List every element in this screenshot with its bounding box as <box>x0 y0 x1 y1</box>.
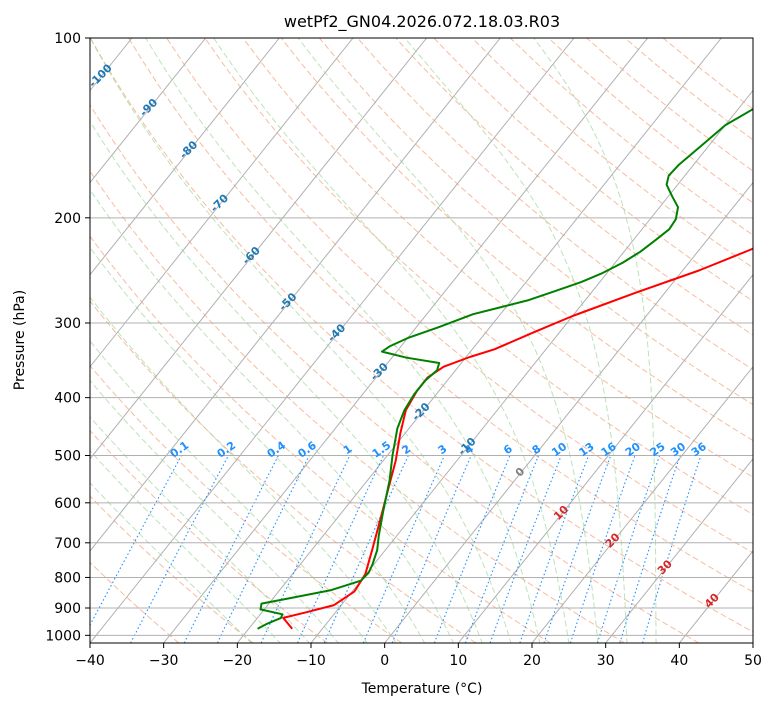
dry-adiabat <box>319 38 753 406</box>
y-tick-label: 400 <box>54 391 81 407</box>
x-tick-label: −30 <box>149 653 179 669</box>
sounding-profiles <box>257 107 753 630</box>
isotherm-line <box>90 38 575 643</box>
moist-adiabat <box>90 482 252 643</box>
mixing-ratio-line <box>296 455 384 643</box>
dewpoint-profile <box>257 107 753 630</box>
mixing-ratio-line <box>569 455 636 643</box>
moist-adiabat <box>533 38 657 643</box>
moist-adiabat <box>90 246 426 643</box>
x-tick-label: 40 <box>670 653 688 669</box>
moist-adiabat <box>90 189 454 643</box>
mixing-ratio-line <box>519 455 590 643</box>
isotherm-line <box>236 38 722 643</box>
moist-adiabat <box>90 379 339 643</box>
isotherm-line <box>605 458 753 643</box>
y-axis: 100 200 300 400 500 600 700 800 900 1000 <box>45 31 90 644</box>
y-tick-label: 300 <box>54 316 81 332</box>
x-tick-label: 0 <box>380 653 389 669</box>
moist-adiabat <box>90 120 483 643</box>
dry-adiabat <box>90 235 551 643</box>
y-tick-label: 1000 <box>45 628 81 644</box>
isotherm-line <box>90 38 207 184</box>
dry-adiabat <box>128 38 753 593</box>
x-tick-label: 50 <box>744 653 762 669</box>
y-tick-label: 900 <box>54 601 81 617</box>
isotherm-line <box>90 38 354 368</box>
x-tick-label: 20 <box>523 653 541 669</box>
x-tick-label: −40 <box>75 653 105 669</box>
y-tick-label: 100 <box>54 31 81 47</box>
mixing-ratio-line <box>362 455 446 643</box>
isotherm-line <box>90 38 280 276</box>
dry-adiabat <box>90 364 402 643</box>
moist-adiabat <box>145 38 541 643</box>
dry-adiabat <box>90 38 753 633</box>
dry-adiabat <box>90 495 254 643</box>
dry-adiabat <box>90 300 477 643</box>
isotherm-line <box>531 365 753 643</box>
isotherm-line <box>310 89 753 643</box>
dry-adiabat <box>90 561 180 643</box>
moist-adiabat <box>297 38 599 643</box>
y-tick-label: 500 <box>54 449 81 465</box>
x-tick-label: 30 <box>597 653 615 669</box>
x-axis-title: Temperature (°C) <box>361 681 483 697</box>
mixing-ratio-line <box>543 455 612 643</box>
mixing-ratio-line <box>619 455 681 643</box>
moist-adiabat <box>404 38 628 643</box>
y-tick-label: 700 <box>54 536 81 552</box>
isotherm-line <box>90 38 501 552</box>
dry-adiabat <box>395 38 753 336</box>
mixing-ratio-line <box>464 455 540 643</box>
moist-adiabat <box>90 416 310 643</box>
mixing-ratio-line <box>323 455 409 643</box>
chart-title: wetPf2_GN04.2026.072.18.03.R03 <box>284 12 560 32</box>
y-axis-title: Pressure (hPa) <box>12 290 28 390</box>
dry-adiabat <box>433 38 753 302</box>
dry-adiabat <box>204 38 753 516</box>
x-tick-label: −10 <box>296 653 326 669</box>
y-tick-label: 800 <box>54 570 81 586</box>
isotherm-line <box>90 38 428 460</box>
moist-adiabat <box>90 296 397 643</box>
temperature-profile <box>282 247 753 630</box>
mixing-ratio-line <box>391 455 472 643</box>
x-tick-label: −20 <box>223 653 253 669</box>
dry-adiabat <box>280 38 753 442</box>
dry-adiabat <box>90 170 625 643</box>
mixing-ratio-line <box>90 455 182 627</box>
y-tick-label: 600 <box>54 496 81 512</box>
dry-adiabat <box>166 38 753 554</box>
moist-adiabat <box>90 38 512 643</box>
x-tick-label: 10 <box>449 653 467 669</box>
background-lines <box>90 38 753 643</box>
mixing-ratio-line <box>260 455 351 643</box>
mixing-ratio-line <box>642 455 702 643</box>
isotherm-line <box>457 273 753 643</box>
dry-adiabat <box>90 103 700 643</box>
moist-adiabat <box>213 38 570 643</box>
plot-frame <box>89 37 754 644</box>
mixing-ratio-line <box>433 455 511 643</box>
mixing-ratio-line <box>489 455 562 643</box>
pressure-grid <box>90 38 753 636</box>
x-axis: −40 −30 −20 −10 0 10 20 30 40 50 <box>75 643 762 669</box>
isotherm-line <box>384 181 753 643</box>
mixing-ratio-line <box>596 455 661 643</box>
y-tick-label: 200 <box>54 211 81 227</box>
moist-adiabat <box>90 449 281 643</box>
isotherm-line <box>163 38 649 643</box>
